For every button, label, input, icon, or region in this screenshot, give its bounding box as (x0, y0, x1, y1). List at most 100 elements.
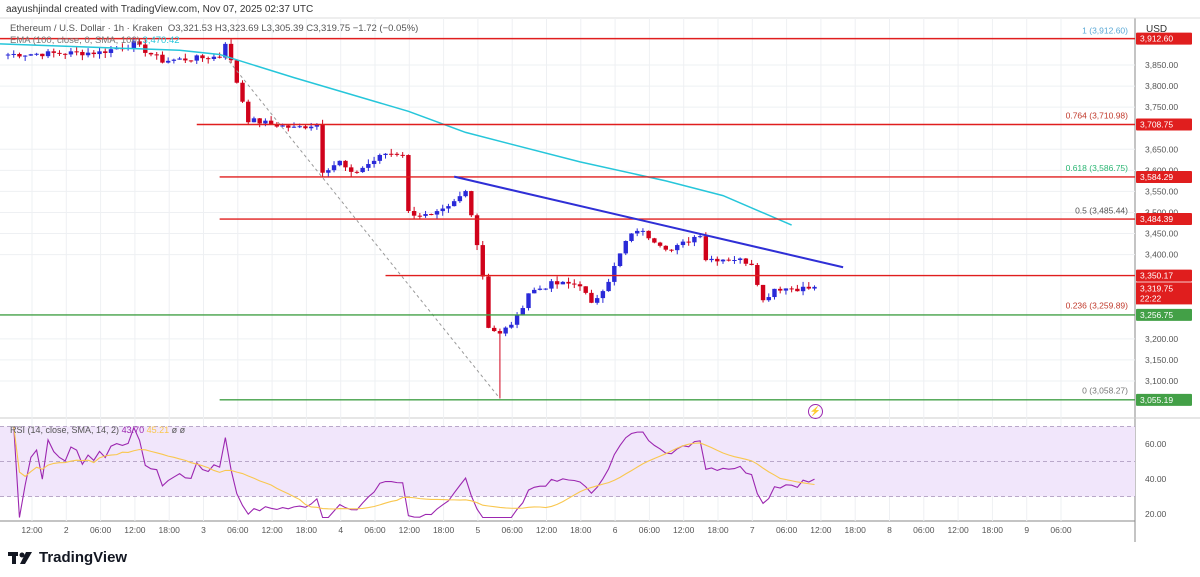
symbol-legend: Ethereum / U.S. Dollar · 1h · Kraken O3,… (10, 23, 418, 34)
candle-up (314, 124, 320, 127)
candle-up (165, 60, 171, 63)
time-tick-label: 06:00 (1050, 525, 1072, 535)
candle-down (789, 288, 794, 290)
time-tick-label: 06:00 (776, 525, 798, 535)
candle-up (366, 164, 371, 168)
price-tick-label: 3,400.00 (1145, 250, 1178, 260)
time-tick-label: 7 (750, 525, 755, 535)
candle-down (749, 263, 754, 265)
candle-up (85, 52, 91, 56)
candle-up (526, 293, 531, 309)
time-tick-label: 06:00 (90, 525, 112, 535)
countdown-label: 22:22 (1140, 293, 1162, 303)
time-tick-label: 12:00 (536, 525, 558, 535)
candle-up (812, 286, 817, 289)
candle-down (389, 153, 394, 155)
candle-up (612, 266, 617, 282)
candle-down (411, 211, 417, 216)
price-tag (1136, 170, 1192, 183)
price-tick-label: 3,800.00 (1145, 81, 1178, 91)
rsi-tick-label: 60.00 (1145, 439, 1167, 449)
candle-up (560, 281, 566, 285)
candle-down (268, 120, 274, 125)
price-tag (1136, 269, 1192, 282)
lightning-icon[interactable]: ⚡ (808, 404, 823, 419)
rsi-value: 43.70 (121, 425, 145, 435)
time-tick-label: 2 (64, 525, 69, 535)
candle-down (480, 245, 485, 277)
candle-up (423, 214, 428, 216)
candle-down (240, 82, 245, 102)
price-tag (1136, 32, 1192, 45)
ema-legend[interactable]: EMA (100, close, 0, SMA, 100) 3,470.42 (10, 35, 180, 46)
price-tick-label: 3,500.00 (1145, 207, 1178, 217)
candle-up (34, 53, 39, 55)
candle-down (657, 242, 663, 246)
time-tick-label: 4 (338, 525, 343, 535)
candle-up (737, 258, 743, 261)
candle-down (303, 126, 308, 129)
candle-up (446, 206, 451, 209)
candle-down (51, 51, 56, 53)
price-tag (1136, 213, 1192, 226)
price-tick-label: 3,750.00 (1145, 102, 1178, 112)
candle-up (383, 153, 388, 155)
candle-up (520, 308, 525, 316)
candle-up (440, 208, 445, 212)
candle-up (337, 160, 342, 166)
candle-down (103, 51, 108, 53)
candle-up (297, 126, 302, 128)
candle-down (429, 214, 434, 216)
candle-up (800, 286, 806, 292)
time-tick-label: 8 (887, 525, 892, 535)
time-tick-label: 12:00 (124, 525, 146, 535)
candle-up (28, 54, 34, 56)
price-tick-label: 3,600.00 (1145, 165, 1178, 175)
price-tag-label: 3,484.39 (1140, 214, 1173, 224)
candle-up (371, 160, 377, 165)
candle-up (537, 288, 543, 290)
candle-up (331, 165, 337, 171)
candle-up (326, 170, 331, 173)
candle-up (308, 126, 314, 129)
candle-down (795, 288, 800, 292)
candle-up (732, 260, 737, 262)
ohlc-values: O3,321.53 H3,323.69 L3,305.39 C3,319.75 … (167, 23, 419, 34)
candle-down (486, 276, 491, 328)
candle-up (171, 59, 177, 61)
candle-down (474, 215, 480, 246)
rsi-sma-value: 45.21 (146, 425, 170, 435)
candle-down (406, 155, 411, 212)
candle-up (11, 53, 16, 55)
rsi-legend[interactable]: RSI (14, close, SMA, 14, 2) 43.70 45.21 … (10, 425, 185, 435)
time-tick-label: 18:00 (159, 525, 181, 535)
candle-down (154, 54, 159, 56)
rsi-sma-line (13, 426, 815, 510)
candle-down (703, 236, 709, 261)
candle-down (497, 331, 503, 334)
candle-up (5, 54, 11, 56)
candle-up (549, 281, 554, 289)
tradingview-logo: TradingView (8, 549, 127, 566)
candle-down (246, 101, 251, 123)
candle-down (137, 41, 142, 45)
candle-up (251, 118, 257, 123)
last-price-tag (1136, 282, 1192, 305)
price-tag (1136, 308, 1192, 321)
candle-down (743, 258, 749, 264)
ema-line (0, 43, 792, 226)
price-tag (1136, 393, 1192, 406)
candle-up (108, 49, 114, 53)
candle-down (206, 58, 211, 60)
price-tag-label: 3,256.75 (1140, 310, 1173, 320)
time-tick-label: 6 (613, 525, 618, 535)
rsi-tick-label: 20.00 (1145, 509, 1167, 519)
candle-up (543, 288, 548, 290)
price-tick-label: 3,200.00 (1145, 334, 1178, 344)
currency-label[interactable]: USD (1146, 24, 1168, 35)
fib-level-label: 0.618 (3,586.75) (1066, 163, 1129, 173)
candle-down (778, 288, 783, 291)
candle-down (74, 51, 79, 53)
ema-value: 3,470.42 (142, 35, 180, 46)
